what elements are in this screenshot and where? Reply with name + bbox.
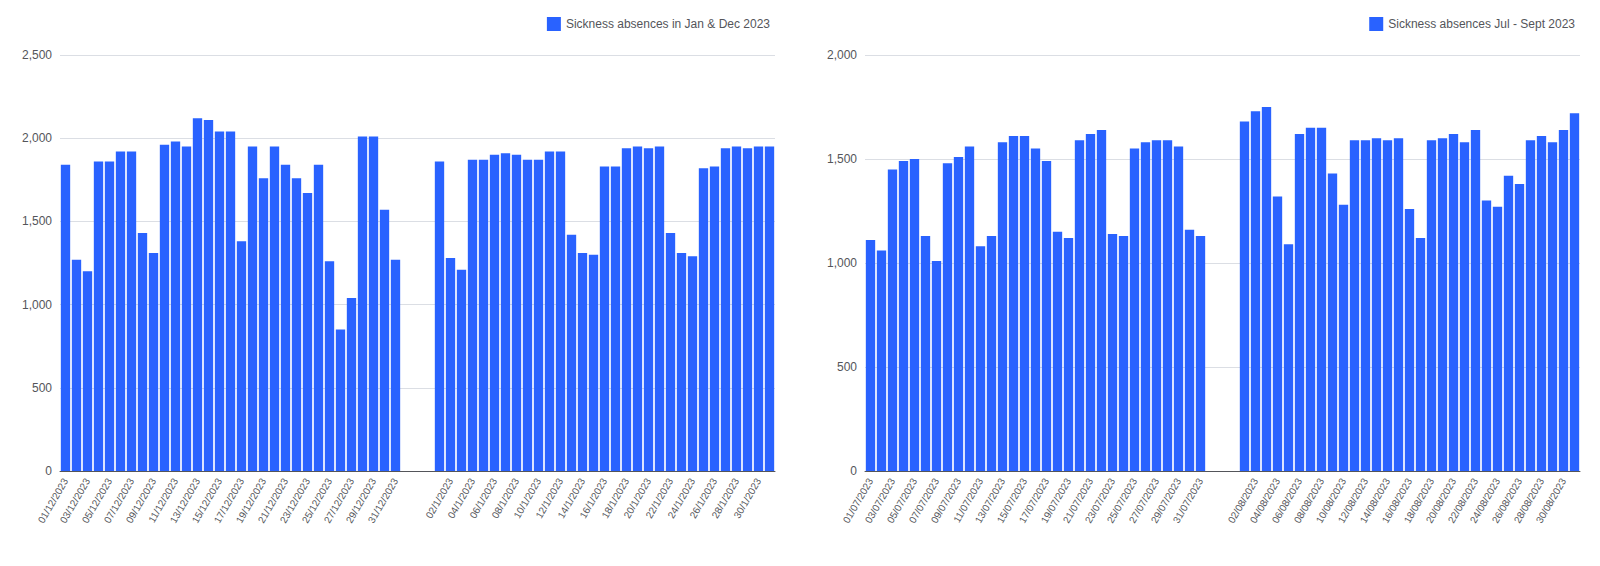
- svg-text:17/12/2023: 17/12/2023: [211, 476, 247, 525]
- svg-text:05/12/2023: 05/12/2023: [79, 476, 115, 525]
- svg-text:08/08/2023: 08/08/2023: [1291, 476, 1327, 525]
- svg-text:04/08/2023: 04/08/2023: [1247, 476, 1283, 525]
- svg-text:02/08/2023: 02/08/2023: [1225, 476, 1261, 525]
- svg-text:11/12/2023: 11/12/2023: [146, 476, 181, 525]
- svg-text:20/08/2023: 20/08/2023: [1423, 476, 1459, 525]
- svg-text:29/12/2023: 29/12/2023: [343, 476, 379, 525]
- svg-text:12/1/2023: 12/1/2023: [533, 476, 566, 521]
- svg-text:30/08/2023: 30/08/2023: [1534, 476, 1569, 525]
- svg-text:15/07/2023: 15/07/2023: [994, 476, 1030, 525]
- svg-text:0: 0: [45, 464, 52, 478]
- svg-text:06/08/2023: 06/08/2023: [1269, 476, 1305, 525]
- svg-text:1,500: 1,500: [22, 214, 52, 228]
- svg-text:16/08/2023: 16/08/2023: [1379, 476, 1415, 525]
- svg-text:29/07/2023: 29/07/2023: [1148, 476, 1184, 525]
- svg-text:10/08/2023: 10/08/2023: [1313, 476, 1349, 525]
- svg-text:09/07/2023: 09/07/2023: [928, 476, 964, 525]
- svg-text:23/07/2023: 23/07/2023: [1082, 476, 1118, 525]
- svg-text:2,000: 2,000: [827, 48, 857, 62]
- svg-text:31/12/2023: 31/12/2023: [366, 476, 401, 525]
- svg-text:19/07/2023: 19/07/2023: [1038, 476, 1074, 525]
- svg-text:01/07/2023: 01/07/2023: [840, 476, 876, 525]
- svg-text:23/12/2023: 23/12/2023: [277, 476, 313, 525]
- svg-text:27/07/2023: 27/07/2023: [1126, 476, 1162, 525]
- svg-text:07/12/2023: 07/12/2023: [101, 476, 137, 525]
- svg-text:28/08/2023: 28/08/2023: [1511, 476, 1547, 525]
- svg-text:0: 0: [850, 464, 857, 478]
- svg-text:26/1/2023: 26/1/2023: [687, 476, 720, 521]
- svg-text:2,500: 2,500: [22, 48, 52, 62]
- svg-text:01/12/2023: 01/12/2023: [35, 476, 71, 525]
- svg-text:30/1/2023: 30/1/2023: [732, 476, 764, 520]
- svg-text:1,000: 1,000: [22, 298, 52, 312]
- svg-text:28/1/2023: 28/1/2023: [709, 476, 742, 521]
- svg-text:09/12/2023: 09/12/2023: [123, 476, 159, 525]
- svg-text:25/07/2023: 25/07/2023: [1104, 476, 1140, 525]
- svg-text:03/07/2023: 03/07/2023: [862, 476, 898, 525]
- svg-text:Sickness absences in Jan & Dec: Sickness absences in Jan & Dec 2023: [566, 17, 770, 31]
- svg-text:16/1/2023: 16/1/2023: [577, 476, 610, 521]
- svg-text:500: 500: [32, 381, 52, 395]
- svg-text:Sickness absences Jul - Sept 2: Sickness absences Jul - Sept 2023: [1388, 17, 1575, 31]
- svg-text:25/12/2023: 25/12/2023: [299, 476, 335, 525]
- svg-text:08/1/2023: 08/1/2023: [489, 476, 522, 521]
- svg-text:10/1/2023: 10/1/2023: [511, 476, 544, 521]
- svg-text:11/07/2023: 11/07/2023: [951, 476, 986, 525]
- svg-text:500: 500: [837, 360, 857, 374]
- svg-text:22/1/2023: 22/1/2023: [643, 476, 676, 521]
- svg-text:13/07/2023: 13/07/2023: [972, 476, 1008, 525]
- svg-text:14/1/2023: 14/1/2023: [555, 476, 588, 521]
- svg-text:05/07/2023: 05/07/2023: [884, 476, 920, 525]
- svg-text:20/1/2023: 20/1/2023: [621, 476, 654, 521]
- svg-text:21/12/2023: 21/12/2023: [255, 476, 291, 525]
- svg-text:03/12/2023: 03/12/2023: [57, 476, 93, 525]
- svg-text:12/08/2023: 12/08/2023: [1335, 476, 1371, 525]
- svg-text:06/1/2023: 06/1/2023: [467, 476, 500, 521]
- svg-text:15/12/2023: 15/12/2023: [189, 476, 225, 525]
- svg-text:24/08/2023: 24/08/2023: [1467, 476, 1503, 525]
- svg-text:18/08/2023: 18/08/2023: [1401, 476, 1437, 525]
- svg-text:17/07/2023: 17/07/2023: [1016, 476, 1052, 525]
- svg-text:04/1/2023: 04/1/2023: [445, 476, 478, 521]
- svg-text:1,000: 1,000: [827, 256, 857, 270]
- svg-text:1,500: 1,500: [827, 152, 857, 166]
- svg-text:24/1/2023: 24/1/2023: [665, 476, 698, 521]
- svg-text:13/12/2023: 13/12/2023: [167, 476, 203, 525]
- svg-text:14/08/2023: 14/08/2023: [1357, 476, 1393, 525]
- svg-text:26/08/2023: 26/08/2023: [1489, 476, 1525, 525]
- svg-text:22/08/2023: 22/08/2023: [1445, 476, 1481, 525]
- svg-text:19/12/2023: 19/12/2023: [233, 476, 269, 525]
- svg-text:02/1/2023: 02/1/2023: [423, 476, 456, 521]
- svg-text:07/07/2023: 07/07/2023: [906, 476, 942, 525]
- svg-text:27/12/2023: 27/12/2023: [321, 476, 357, 525]
- svg-text:21/07/2023: 21/07/2023: [1060, 476, 1096, 525]
- svg-text:2,000: 2,000: [22, 131, 52, 145]
- svg-text:18/1/2023: 18/1/2023: [599, 476, 632, 521]
- svg-text:31/07/2023: 31/07/2023: [1171, 476, 1206, 525]
